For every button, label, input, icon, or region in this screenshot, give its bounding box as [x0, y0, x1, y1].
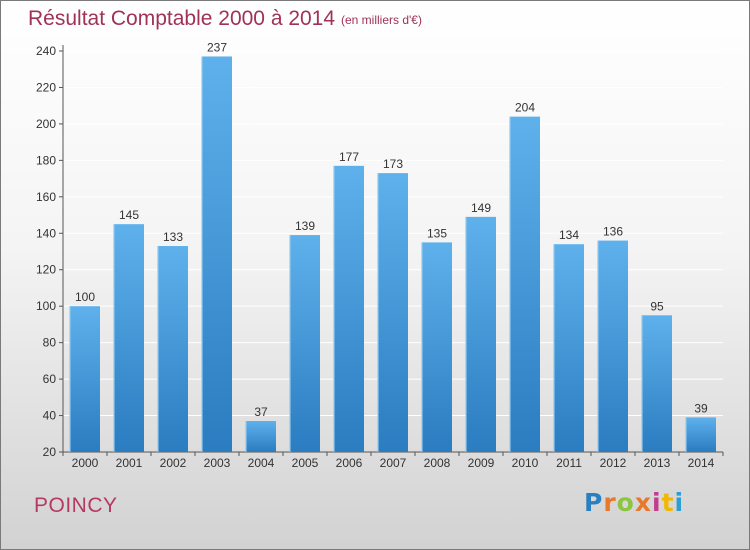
logo-letter: P: [584, 488, 604, 517]
logo-letter: i: [674, 488, 685, 517]
bar-value-label: 149: [471, 201, 491, 215]
logo-letter: o: [616, 488, 635, 517]
bar: [422, 242, 452, 452]
bar: [290, 235, 320, 452]
bar-value-label: 134: [559, 228, 579, 242]
bar: [642, 315, 672, 452]
y-tick-label: 220: [36, 80, 56, 94]
bar-value-label: 173: [383, 157, 403, 171]
commune-name: POINCY: [34, 494, 118, 517]
x-tick-label: 2013: [644, 456, 671, 470]
bar-value-label: 139: [295, 219, 315, 233]
x-tick-label: 2001: [116, 456, 143, 470]
chart-subtitle: (en milliers d'€): [341, 13, 422, 27]
x-tick-label: 2014: [688, 456, 715, 470]
bar-value-label: 39: [694, 401, 708, 415]
x-tick-label: 2005: [292, 456, 319, 470]
logo-letter: i: [652, 488, 662, 517]
bar-value-label: 133: [163, 230, 183, 244]
bar: [554, 244, 584, 452]
proxiti-logo[interactable]: Proxiti: [584, 488, 684, 517]
bar: [158, 246, 188, 452]
bar: [114, 224, 144, 452]
chart-title: Résultat Comptable 2000 à 2014: [28, 7, 336, 30]
x-tick-label: 2007: [380, 456, 407, 470]
x-tick-label: 2000: [72, 456, 99, 470]
bar: [334, 165, 364, 452]
x-tick-label: 2004: [248, 456, 275, 470]
bar: [510, 116, 540, 453]
x-tick-label: 2008: [424, 456, 451, 470]
logo-letter: x: [634, 488, 652, 517]
bar-value-label: 100: [75, 290, 95, 304]
bar-value-label: 136: [603, 225, 623, 239]
bar-value-label: 237: [207, 40, 227, 54]
y-tick-label: 120: [36, 263, 56, 277]
bar-value-label: 177: [339, 150, 359, 164]
y-tick-label: 40: [43, 409, 57, 423]
bar: [202, 56, 232, 453]
bar-value-label: 204: [515, 101, 535, 115]
y-tick-label: 140: [36, 226, 56, 240]
y-tick-label: 60: [43, 372, 57, 386]
bar-value-label: 95: [650, 299, 664, 313]
logo-letter: t: [661, 488, 675, 517]
x-tick-label: 2002: [160, 456, 187, 470]
bar-value-label: 37: [254, 405, 268, 419]
x-tick-label: 2012: [600, 456, 627, 470]
x-tick-label: 2003: [204, 456, 231, 470]
bar-value-label: 135: [427, 226, 447, 240]
y-tick-label: 80: [43, 336, 57, 350]
y-tick-label: 160: [36, 190, 56, 204]
y-tick-label: 240: [36, 44, 56, 58]
y-tick-label: 100: [36, 299, 56, 313]
x-tick-label: 2011: [556, 456, 582, 470]
y-tick-label: 180: [36, 153, 56, 167]
x-tick-label: 2009: [468, 456, 495, 470]
y-tick-label: 200: [36, 117, 56, 131]
bar: [246, 421, 276, 452]
x-tick-label: 2006: [336, 456, 363, 470]
x-tick-label: 2010: [512, 456, 539, 470]
y-tick-label: 20: [43, 445, 57, 459]
bar: [598, 240, 628, 452]
bar-value-label: 145: [119, 208, 139, 222]
bar: [686, 417, 716, 452]
bar: [378, 173, 408, 452]
logo-letter: r: [603, 488, 617, 517]
bar: [466, 216, 496, 452]
bar: [70, 306, 100, 452]
